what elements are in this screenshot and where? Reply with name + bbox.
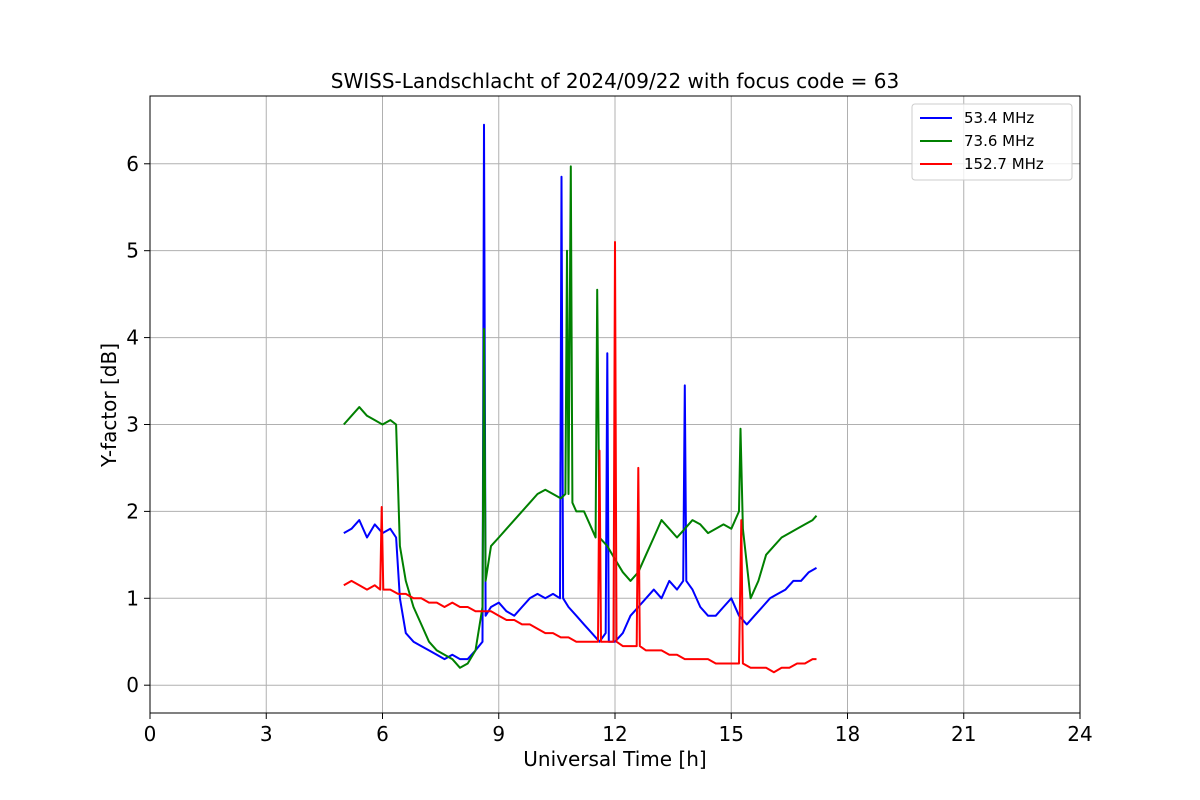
x-tick-label: 18 (835, 722, 860, 746)
legend: 53.4 MHz 73.6 MHz 152.7 MHz (911, 103, 1073, 181)
legend-box (911, 103, 1073, 181)
series-line-2 (343, 165, 818, 669)
x-tick-label: 0 (144, 722, 157, 746)
legend-label: 152.7 MHz (964, 155, 1044, 173)
y-tick-label: 2 (126, 499, 139, 523)
x-tick-label: 3 (260, 722, 273, 746)
x-tick-label: 21 (951, 722, 976, 746)
y-tick-label: 6 (126, 152, 139, 176)
series-line-3 (343, 241, 817, 674)
x-axis-label: Universal Time [h] (523, 747, 706, 771)
legend-label: 53.4 MHz (964, 109, 1034, 127)
plot-lines (343, 123, 818, 674)
x-tick-label: 6 (376, 722, 389, 746)
series-line-1 (343, 123, 817, 661)
chart-title: SWISS-Landschlacht of 2024/09/22 with fo… (331, 69, 899, 93)
y-tick-label: 4 (126, 326, 139, 350)
y-tick-label: 0 (126, 673, 139, 697)
y-tick-label: 1 (126, 586, 139, 610)
x-tick-label: 24 (1067, 722, 1092, 746)
x-tick-label: 15 (719, 722, 744, 746)
x-axis: 0 3 6 9 12 15 18 21 24 (144, 713, 1093, 746)
legend-label: 73.6 MHz (964, 132, 1034, 150)
y-tick-label: 3 (126, 412, 139, 436)
y-axis: 0 1 2 3 4 5 6 (126, 152, 150, 697)
y-axis-label: Y-factor [dB] (97, 343, 121, 468)
y-tick-label: 5 (126, 239, 139, 263)
x-tick-label: 9 (492, 722, 505, 746)
x-tick-label: 12 (602, 722, 627, 746)
